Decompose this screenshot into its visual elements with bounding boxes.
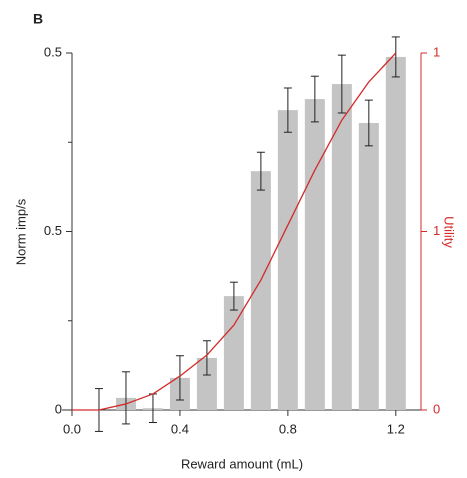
bar [223,296,244,410]
error-bar [364,99,373,147]
error-bar [283,87,292,133]
x-tick-label: 0.8 [279,421,297,436]
error-bar [121,371,130,425]
bar [385,56,406,410]
bar [358,122,379,411]
error-bar [310,75,319,123]
y2-axis-label: Utility [442,216,457,248]
y2-tick-label: 1 [433,223,440,238]
y-tick-label: 0.5 [44,223,62,238]
y2-tick-label: 1 [433,44,440,59]
panel-label: B [33,11,43,27]
bar [277,110,298,411]
bar [196,357,217,410]
x-tick-label: 0.0 [63,421,81,436]
error-bar [175,355,184,401]
error-bar [202,340,211,376]
bar [250,171,271,410]
y2-tick-label: 0 [433,401,440,416]
y-axis-label: Norm imp/s [13,198,28,265]
bar [304,99,325,410]
x-axis-label: Reward amount (mL) [181,456,303,471]
error-bar [256,151,265,191]
error-bar [391,36,400,78]
y-tick-label: 0.5 [44,44,62,59]
y-tick-label: 0 [55,401,62,416]
x-tick-label: 1.2 [387,421,405,436]
bar [331,84,352,411]
error-bar [337,54,346,114]
error-bar [229,281,238,311]
utility-curve [72,52,397,411]
x-tick-label: 0.4 [171,421,189,436]
